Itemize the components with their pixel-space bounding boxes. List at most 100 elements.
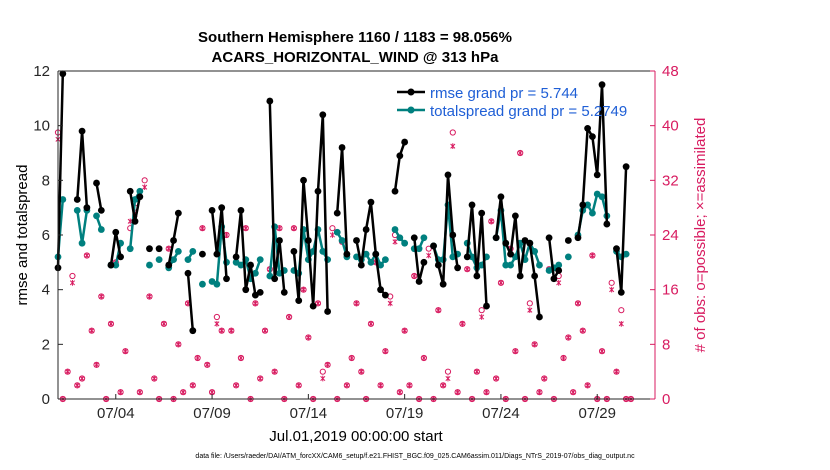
rmse-point [430, 242, 437, 250]
rmse-point [463, 253, 471, 261]
chart-title-line1: Southern Hemisphere 1160 / 1183 = 98.056… [198, 29, 512, 46]
rmse-point [473, 272, 481, 280]
rmse-point [242, 286, 250, 294]
obs-possible-marker [329, 225, 336, 232]
rmse-point [276, 237, 283, 244]
rmse-point [478, 209, 486, 217]
obs-assimilated-marker [479, 314, 485, 320]
x-tick-label: 07/04 [97, 405, 135, 422]
obs-assimilated-marker [493, 375, 499, 382]
rmse-point [256, 289, 264, 296]
obs-assimilated-marker [609, 286, 615, 293]
rmse-point [232, 253, 240, 261]
totalspread-point [362, 250, 370, 258]
series-layer [54, 70, 630, 335]
obs-possible-marker [444, 368, 452, 375]
totalspread-point [468, 253, 476, 261]
obs-assimilated-marker [560, 355, 567, 361]
obs-assimilated-marker [368, 320, 374, 327]
totalspread-point [367, 258, 375, 266]
rmse-point [511, 212, 519, 220]
obs-assimilated-marker [122, 348, 128, 355]
obs-possible-marker [213, 313, 220, 321]
obs-assimilated-marker [464, 266, 470, 273]
rmse-point [155, 245, 163, 253]
rmse-point [93, 179, 100, 187]
obs-assimilated-marker [286, 314, 292, 320]
rmse-point [324, 308, 332, 315]
obs-assimilated-marker [262, 327, 268, 334]
rmse-point [266, 97, 274, 105]
rmse-point [579, 201, 587, 209]
totalspread-point [199, 280, 206, 288]
totalspread-point [396, 234, 404, 242]
x-tick-label: 07/29 [578, 405, 616, 422]
rmse-point [319, 111, 327, 119]
obs-assimilated-marker [108, 320, 114, 327]
rmse-point [439, 280, 447, 288]
obs-assimilated-marker [450, 143, 456, 150]
obs-assimilated-marker [498, 279, 504, 286]
rmse-line [292, 113, 329, 312]
rmse-point [564, 237, 572, 244]
obs-assimilated-marker [459, 320, 465, 327]
rmse-point [420, 258, 428, 266]
y-tick-label-left: 6 [42, 227, 50, 244]
rmse-line [95, 182, 103, 211]
y-tick-label-right: 32 [662, 172, 679, 189]
rmse-point [483, 302, 490, 310]
obs-assimilated-marker [585, 382, 591, 389]
footnote: data file: /Users/raeder/DAI/ATM_forcXX/… [195, 453, 635, 460]
totalspread-point [78, 239, 86, 247]
obs-assimilated-marker [228, 327, 234, 334]
obs-assimilated-marker [243, 225, 249, 232]
obs-assimilated-marker [296, 382, 302, 389]
rmse-point [247, 261, 254, 269]
y-tick-label-left: 12 [33, 63, 50, 80]
totalspread-point [333, 228, 341, 236]
rmse-point [584, 124, 591, 132]
rmse-point [357, 261, 365, 269]
obs-assimilated-marker [512, 348, 518, 355]
obs-possible-marker [69, 272, 76, 280]
rmse-point [83, 204, 91, 212]
rmse-point [136, 193, 144, 201]
obs-possible-marker [526, 300, 533, 307]
obs-possible-marker [478, 307, 485, 314]
rmse-point [218, 204, 226, 212]
y-tick-label-right: 16 [662, 282, 679, 299]
obs-possible-marker [618, 307, 625, 314]
obs-assimilated-marker [190, 382, 196, 389]
obs-assimilated-marker [84, 252, 90, 259]
rmse-point [146, 245, 153, 253]
y-tick-label-left: 8 [42, 172, 50, 189]
totalspread-point [536, 261, 543, 269]
rmse-point [555, 267, 563, 274]
y-tick-label-right: 0 [662, 391, 670, 408]
totalspread-point [391, 226, 399, 233]
rmse-point [73, 196, 81, 203]
obs-assimilated-marker [315, 300, 321, 307]
obs-assimilated-marker [421, 355, 427, 361]
obs-possible-marker [425, 245, 432, 252]
x-tick-label: 07/09 [193, 405, 231, 422]
rmse-point [59, 70, 67, 78]
totalspread-point [97, 226, 105, 233]
rmse-point [117, 253, 124, 261]
y-tick-label-left: 10 [33, 118, 50, 135]
rmse-point [497, 193, 505, 201]
totalspread-point [319, 248, 327, 255]
totalspread-point [256, 256, 264, 263]
y-tick-label-left: 0 [42, 391, 50, 408]
rmse-point [223, 275, 230, 283]
obs-assimilated-marker [199, 225, 205, 232]
rmse-point [617, 289, 625, 296]
rmse-point [516, 272, 524, 280]
rmse-point [454, 264, 462, 272]
totalspread-point [136, 187, 144, 195]
legend: rmse grand pr = 5.744 totalspread grand … [397, 85, 627, 120]
rmse-point [410, 234, 418, 242]
rmse-point [603, 220, 611, 228]
y-axis-label-right: # of obs: o=possible; ×=assimilated [692, 118, 709, 353]
